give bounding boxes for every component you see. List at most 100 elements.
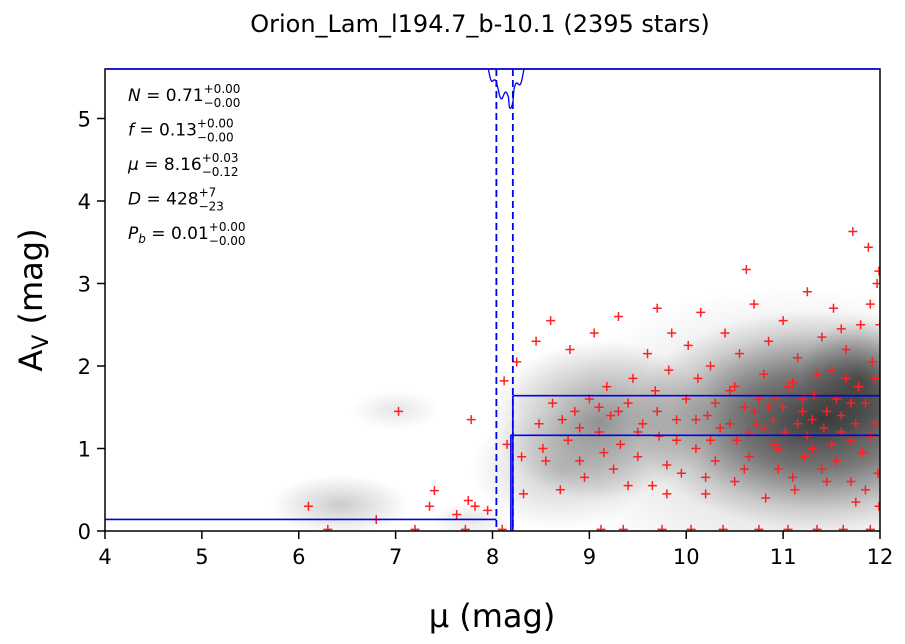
star-point-1 [323, 524, 333, 531]
star-point-53 [662, 460, 672, 470]
star-point-126 [865, 431, 875, 441]
star-point-7 [452, 510, 462, 519]
star-point-103 [829, 303, 838, 313]
star-point-13 [497, 524, 507, 531]
star-point-21 [538, 444, 548, 453]
star-point-130 [749, 406, 759, 416]
star-point-164 [875, 320, 880, 330]
star-point-124 [759, 423, 769, 433]
star-point-80 [754, 524, 764, 531]
star-point-65 [703, 411, 713, 420]
y-tick-4: 4 [78, 190, 105, 214]
x-tick-9: 9 [583, 531, 596, 569]
star-point-165 [874, 266, 880, 276]
fit-parameter-1-sub: −0.00 [197, 131, 234, 145]
x-tick-label: 11 [770, 545, 797, 569]
density-core-right [800, 320, 880, 440]
x-tick-8: 8 [486, 531, 499, 569]
star-point-40 [613, 312, 623, 321]
star-point-143 [841, 373, 851, 383]
y-tick-label: 4 [78, 190, 91, 214]
star-point-97 [809, 390, 819, 400]
star-point-30 [575, 456, 585, 466]
star-point-157 [874, 501, 880, 511]
fit-parameter-2: μ = 8.16+0.03 [127, 151, 239, 175]
star-point-78 [749, 299, 759, 309]
star-point-122 [807, 415, 817, 425]
star-point-158 [846, 477, 856, 486]
star-point-140 [594, 402, 604, 412]
star-point-38 [606, 411, 616, 420]
fit-parameter-4-sub: −0.00 [209, 234, 246, 248]
fit-parameter-3: D = 428+7 [128, 186, 216, 210]
star-point-116 [865, 524, 875, 531]
x-tick-label: 8 [486, 545, 499, 569]
star-point-155 [793, 419, 803, 429]
star-point-45 [633, 452, 643, 462]
star-point-19 [531, 336, 541, 346]
star-point-151 [773, 444, 783, 453]
star-point-147 [725, 419, 735, 429]
star-point-159 [788, 472, 798, 482]
star-point-24 [548, 398, 558, 408]
star-point-95 [802, 287, 812, 297]
star-point-27 [563, 435, 573, 445]
star-point-11 [470, 501, 480, 511]
star-point-52 [657, 524, 667, 531]
star-point-153 [851, 419, 861, 429]
star-point-48 [647, 481, 657, 491]
star-point-31 [580, 472, 590, 482]
star-point-12 [483, 505, 493, 515]
star-point-123 [778, 402, 788, 412]
star-point-83 [764, 336, 774, 346]
star-point-44 [628, 373, 638, 383]
x-tick-10: 10 [673, 531, 700, 569]
star-point-115 [863, 242, 873, 252]
star-point-79 [751, 419, 761, 429]
y-axis: 0 1 2 3 4 5 [78, 108, 105, 544]
star-point-59 [683, 340, 693, 350]
star-point-156 [764, 402, 774, 412]
star-point-139 [613, 406, 623, 416]
star-point-76 [741, 264, 751, 274]
x-tick-6: 6 [292, 531, 305, 569]
star-point-37 [602, 382, 612, 392]
star-point-20 [534, 419, 544, 429]
star-point-33 [589, 328, 599, 338]
star-point-47 [643, 349, 652, 359]
star-point-43 [623, 398, 633, 408]
star-point-77 [744, 452, 754, 462]
extinction-step-upper [512, 394, 880, 531]
star-point-166 [865, 299, 875, 309]
star-point-4 [410, 524, 420, 531]
y-tick-label: 1 [78, 438, 91, 462]
star-point-128 [768, 415, 778, 425]
star-point-87 [778, 316, 788, 326]
star-point-69 [718, 524, 728, 531]
star-point-56 [672, 415, 682, 425]
star-point-94 [799, 452, 809, 462]
star-point-68 [715, 423, 725, 433]
star-point-132 [860, 485, 870, 495]
star-point-127 [846, 398, 856, 408]
star-point-0 [303, 501, 313, 511]
star-point-113 [858, 448, 868, 458]
star-point-148 [705, 435, 715, 445]
star-point-154 [822, 406, 832, 416]
y-tick-label: 2 [78, 355, 91, 379]
star-point-17 [517, 452, 527, 462]
star-point-8 [460, 524, 470, 531]
star-point-100 [819, 423, 829, 433]
star-point-36 [599, 448, 609, 458]
star-point-51 [654, 431, 664, 441]
star-point-41 [615, 439, 625, 449]
star-point-98 [812, 524, 822, 531]
star-point-102 [827, 365, 837, 375]
star-point-63 [696, 307, 706, 317]
star-point-73 [732, 435, 742, 445]
fit-parameter-1: f = 0.13+0.00 [128, 117, 234, 141]
distance-likelihood-curve [484, 69, 529, 110]
star-point-14 [499, 376, 509, 386]
star-point-150 [802, 431, 812, 441]
